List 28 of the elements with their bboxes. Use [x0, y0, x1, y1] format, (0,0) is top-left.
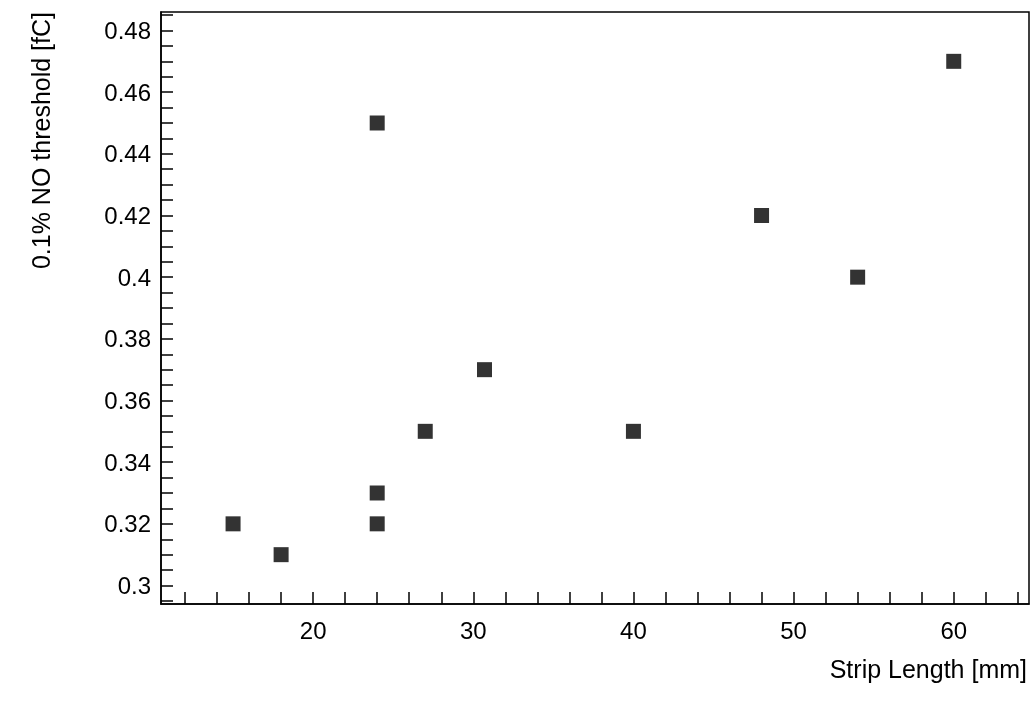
y-tick-label: 0.4 — [117, 263, 151, 291]
y-tick-label: 0.3 — [117, 572, 151, 599]
y-tick-label: 0.48 — [104, 17, 151, 44]
x-tick-label: 20 — [299, 616, 327, 644]
point — [625, 423, 641, 439]
y-tick-label: 0.42 — [104, 202, 151, 229]
point — [369, 516, 385, 532]
x-tick-label: 30 — [459, 616, 487, 644]
point — [225, 516, 241, 532]
x-axis-title: Strip Length [mm] — [829, 654, 1028, 683]
y-tick-label: 0.46 — [104, 78, 151, 106]
x-tick-label: 40 — [620, 616, 647, 644]
x-tick-label: 60 — [940, 616, 968, 644]
y-tick-label: 0.44 — [104, 140, 151, 168]
point — [417, 423, 433, 439]
y-tick-label: 0.32 — [104, 510, 151, 538]
point — [754, 208, 770, 223]
point — [477, 362, 492, 378]
point — [273, 547, 289, 563]
point — [946, 53, 962, 69]
y-tick-label: 0.38 — [104, 325, 151, 353]
y-tick-label: 0.36 — [104, 387, 151, 414]
y-tick-label: 0.34 — [104, 448, 151, 476]
point — [850, 269, 866, 285]
point — [369, 115, 385, 131]
x-tick-label: 50 — [780, 616, 807, 644]
y-axis-title: 0.1% NO threshold [fC] — [26, 12, 55, 270]
point — [369, 485, 385, 501]
